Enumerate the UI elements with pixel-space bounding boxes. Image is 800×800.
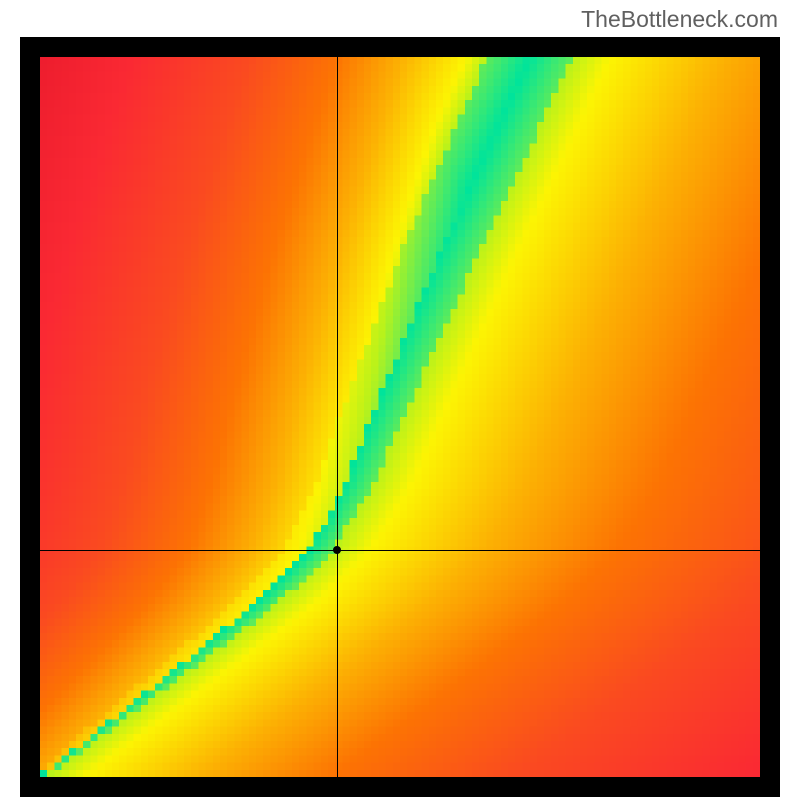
- crosshair-vertical: [337, 57, 338, 777]
- plot-frame: [20, 37, 780, 797]
- watermark-text: TheBottleneck.com: [581, 6, 778, 33]
- crosshair-marker: [333, 546, 341, 554]
- heatmap-canvas: [40, 57, 760, 777]
- crosshair-horizontal: [40, 550, 760, 551]
- plot-area: [40, 57, 760, 777]
- chart-container: TheBottleneck.com: [0, 0, 800, 800]
